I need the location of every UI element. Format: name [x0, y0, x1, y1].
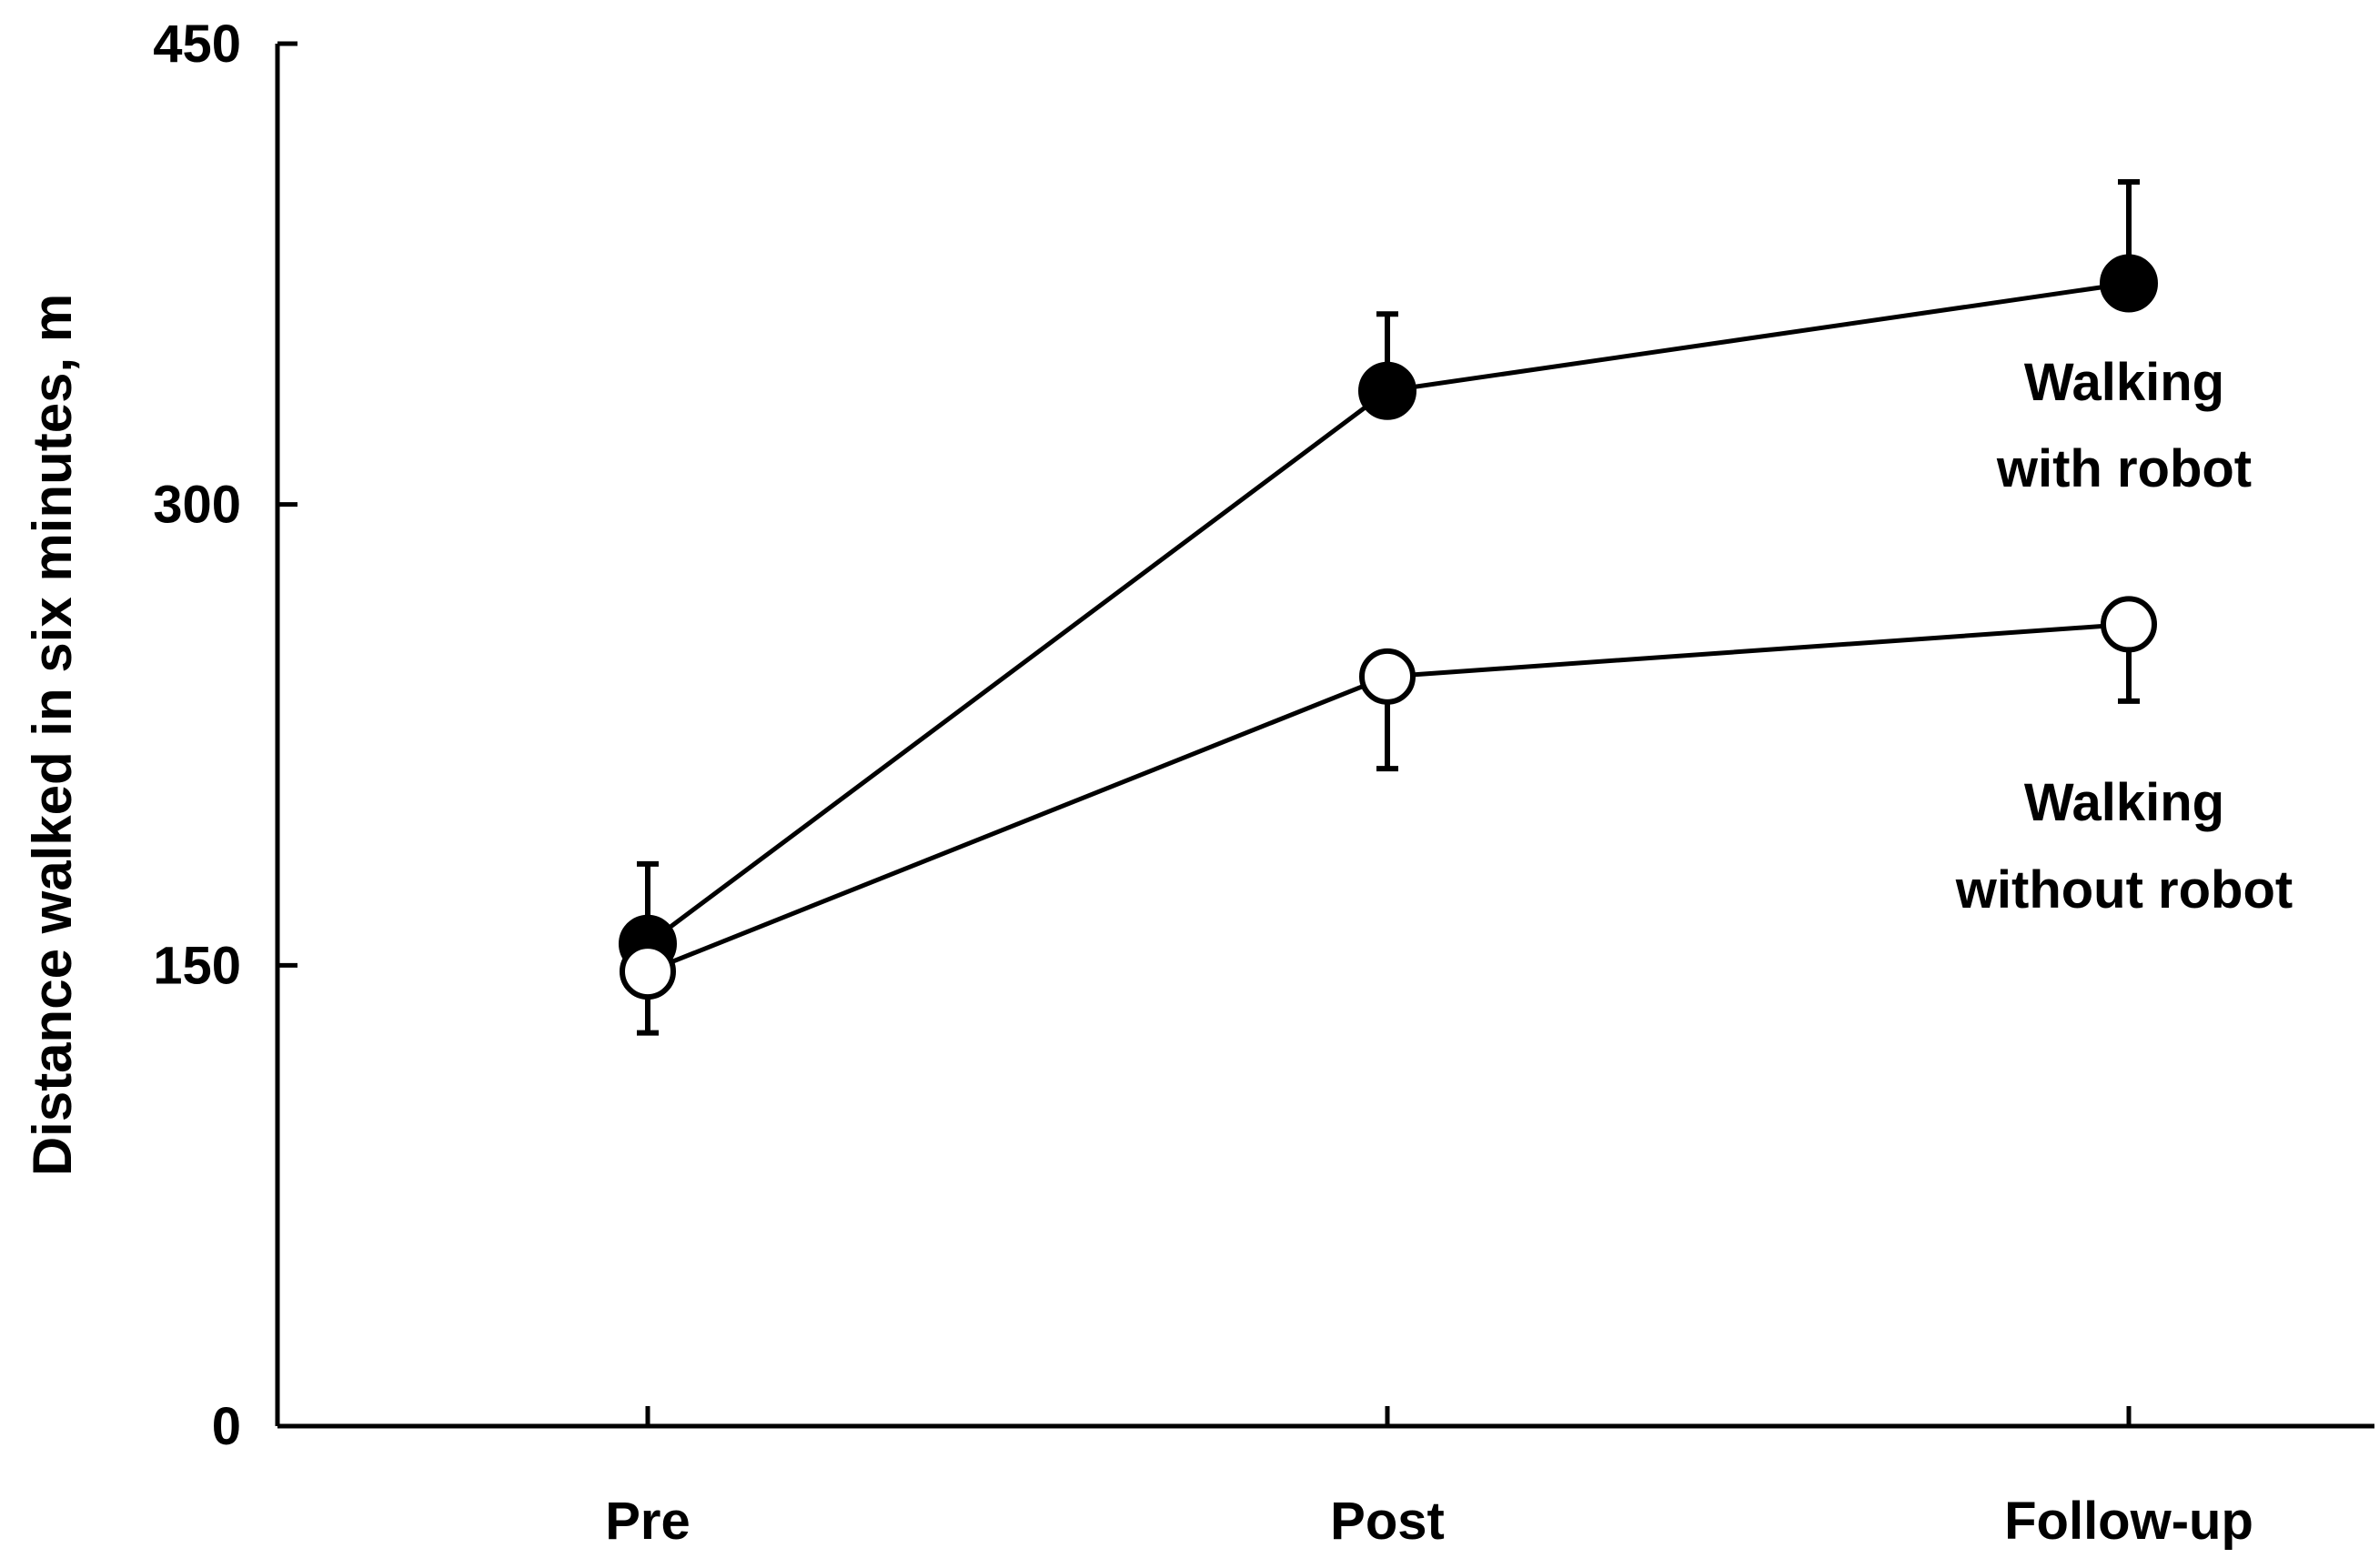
labels: 0 150 300 450 Pre Post Follow-up Distance walke…	[22, 15, 2293, 1551]
series-label: Walking	[2024, 353, 2224, 412]
y-tick-label: 150	[153, 936, 241, 995]
data-points	[619, 254, 2158, 1000]
y-axis-title: Distance walked in six minutes, m	[22, 294, 83, 1176]
series-label: Walking	[2024, 773, 2224, 832]
series-label: with robot	[1996, 439, 2252, 498]
x-tick-label: Post	[1330, 1492, 1445, 1551]
data-point-open	[2101, 596, 2157, 653]
y-tick-label: 450	[153, 15, 241, 74]
data-point-open	[620, 943, 676, 1000]
data-point-filled	[2100, 254, 2158, 313]
error-bars	[637, 179, 2140, 1036]
x-tick-label: Pre	[605, 1492, 691, 1551]
y-tick-label: 300	[153, 476, 241, 535]
data-point-open	[1359, 648, 1416, 705]
series-label: without robot	[1955, 860, 2293, 920]
data-point-filled	[1358, 361, 1416, 420]
axes	[275, 41, 2374, 1429]
y-tick-label: 0	[212, 1397, 241, 1456]
x-tick-label: Follow-up	[2004, 1492, 2253, 1551]
